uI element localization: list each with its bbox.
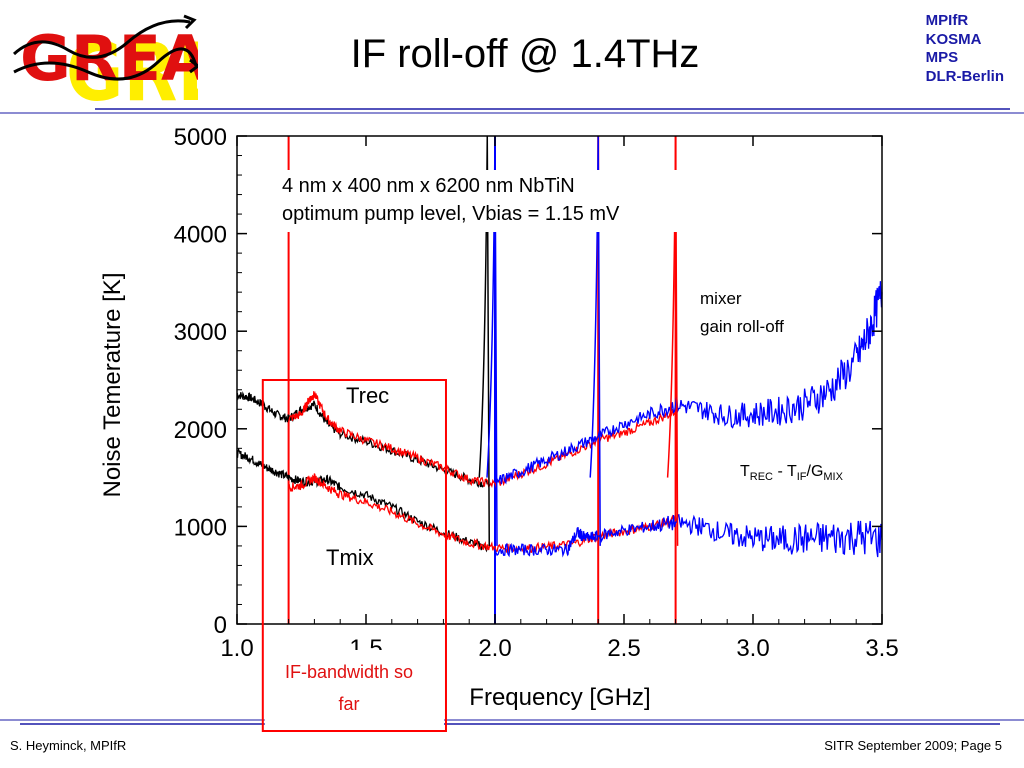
if-bandwidth-label-line1: IF-bandwidth so <box>285 662 413 682</box>
y-axis-label: Noise Temerature [K] <box>99 273 126 498</box>
formula-rec: REC <box>750 471 773 483</box>
trec-label-background <box>338 382 418 410</box>
formula-if: IF <box>797 471 807 483</box>
logo-arrow-bottom <box>189 58 198 74</box>
tmix-label-background <box>318 543 398 571</box>
y-tick-label-1: 1000 <box>174 514 227 541</box>
series-line-4 <box>494 281 883 485</box>
formula-mid: - T <box>773 463 797 480</box>
great-logo: GREAT GREAT <box>12 14 198 110</box>
footer-author: S. Heyminck, MPIfR <box>10 738 127 753</box>
footer-page: SITR September 2009; Page 5 <box>824 738 1002 753</box>
formula-label: TREC - TIF/GMIX <box>740 463 844 483</box>
if-bandwidth-label-background <box>264 650 444 729</box>
header-divider <box>0 108 1024 114</box>
y-tick-label-5: 5000 <box>174 124 227 151</box>
org-mpifr: MPIfR <box>925 12 969 29</box>
formula-g: /G <box>807 463 824 480</box>
series-line-5 <box>494 513 883 558</box>
x-tick-label-3: 2.5 <box>607 635 640 662</box>
y-tick-label-2: 2000 <box>174 417 227 444</box>
logo-arrow-top <box>183 14 197 30</box>
formula-label-background <box>734 456 881 484</box>
device-label: 4 nm x 400 nm x 6200 nm NbTiN <box>282 175 575 197</box>
org-kosma: KOSMA <box>925 30 982 48</box>
org-dlr-berlin: DLR-Berlin <box>925 67 1004 85</box>
x-axis-label: Frequency [GHz] <box>469 684 650 711</box>
trec-label: Trec <box>346 383 389 408</box>
rolloff-label-line2: gain roll-off <box>700 317 784 336</box>
series-line-0 <box>236 390 488 489</box>
plot-frame <box>236 135 883 625</box>
logo-wave-bottom <box>13 47 198 81</box>
x-tick-label-4: 3.0 <box>736 635 769 662</box>
formula-t: T <box>740 463 750 480</box>
pump-label: optimum pump level, Vbias = 1.15 mV <box>282 203 620 225</box>
device-label-background <box>275 170 715 232</box>
series-line-2 <box>287 391 677 489</box>
y-tick-label-0: 0 <box>214 612 227 639</box>
y-tick-label-4: 4000 <box>174 222 227 249</box>
x-tick-label-0: 1.0 <box>220 635 253 662</box>
slide-title: IF roll-off @ 1.4THz <box>350 32 700 76</box>
if-bandwidth-box <box>261 379 447 732</box>
x-tick-label-2: 2.0 <box>478 635 511 662</box>
logo-wave-top <box>12 19 191 59</box>
formula-mix: MIX <box>823 471 843 483</box>
logo-text: GREAT <box>20 22 198 95</box>
rolloff-label-line1: mixer <box>700 289 742 308</box>
y-tick-label-3: 3000 <box>174 319 227 346</box>
tmix-label: Tmix <box>326 545 374 570</box>
footer-divider <box>0 719 1024 725</box>
organizations-list: MPIfR KOSMA MPS DLR-Berlin <box>926 12 1004 86</box>
org-mps: MPS <box>925 49 959 66</box>
if-bandwidth-label-line2: far <box>338 694 359 714</box>
x-tick-label-5: 3.5 <box>865 635 898 662</box>
series-line-3 <box>287 473 677 555</box>
